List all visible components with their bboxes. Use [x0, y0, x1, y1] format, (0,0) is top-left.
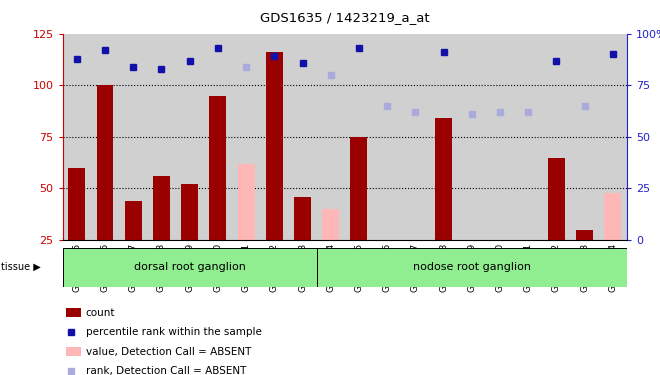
Text: GDS1635 / 1423219_a_at: GDS1635 / 1423219_a_at	[260, 11, 430, 24]
Bar	[96, 86, 114, 240]
Bar	[266, 53, 282, 240]
Bar	[182, 184, 198, 240]
Bar	[599, 34, 627, 240]
Bar	[63, 248, 317, 287]
Bar	[345, 34, 373, 240]
Text: count: count	[86, 308, 115, 318]
Bar	[401, 34, 430, 240]
Bar	[204, 34, 232, 240]
Bar	[209, 96, 226, 240]
Bar	[350, 137, 368, 240]
Bar	[605, 193, 621, 240]
Bar	[430, 34, 458, 240]
Bar	[119, 34, 147, 240]
Bar	[69, 168, 85, 240]
Bar	[238, 164, 255, 240]
Bar	[435, 118, 452, 240]
Text: dorsal root ganglion: dorsal root ganglion	[134, 262, 246, 272]
Bar	[260, 34, 288, 240]
Text: value, Detection Call = ABSENT: value, Detection Call = ABSENT	[86, 347, 251, 357]
Bar	[232, 34, 260, 240]
Bar	[514, 34, 543, 240]
Bar	[548, 158, 565, 240]
Bar	[63, 34, 91, 240]
Bar	[125, 201, 142, 240]
Bar	[317, 248, 627, 287]
Bar	[294, 196, 311, 240]
Bar	[458, 34, 486, 240]
Bar	[373, 34, 401, 240]
Text: rank, Detection Call = ABSENT: rank, Detection Call = ABSENT	[86, 366, 246, 375]
Bar	[570, 34, 599, 240]
Bar	[543, 34, 570, 240]
Bar	[322, 209, 339, 240]
Bar	[147, 34, 176, 240]
Bar	[91, 34, 119, 240]
Text: tissue ▶: tissue ▶	[1, 262, 40, 272]
Bar	[486, 34, 514, 240]
Bar	[576, 230, 593, 240]
Bar	[288, 34, 317, 240]
Bar	[317, 34, 345, 240]
Text: nodose root ganglion: nodose root ganglion	[412, 262, 531, 272]
Bar	[176, 34, 204, 240]
Bar	[153, 176, 170, 240]
Text: percentile rank within the sample: percentile rank within the sample	[86, 327, 261, 337]
